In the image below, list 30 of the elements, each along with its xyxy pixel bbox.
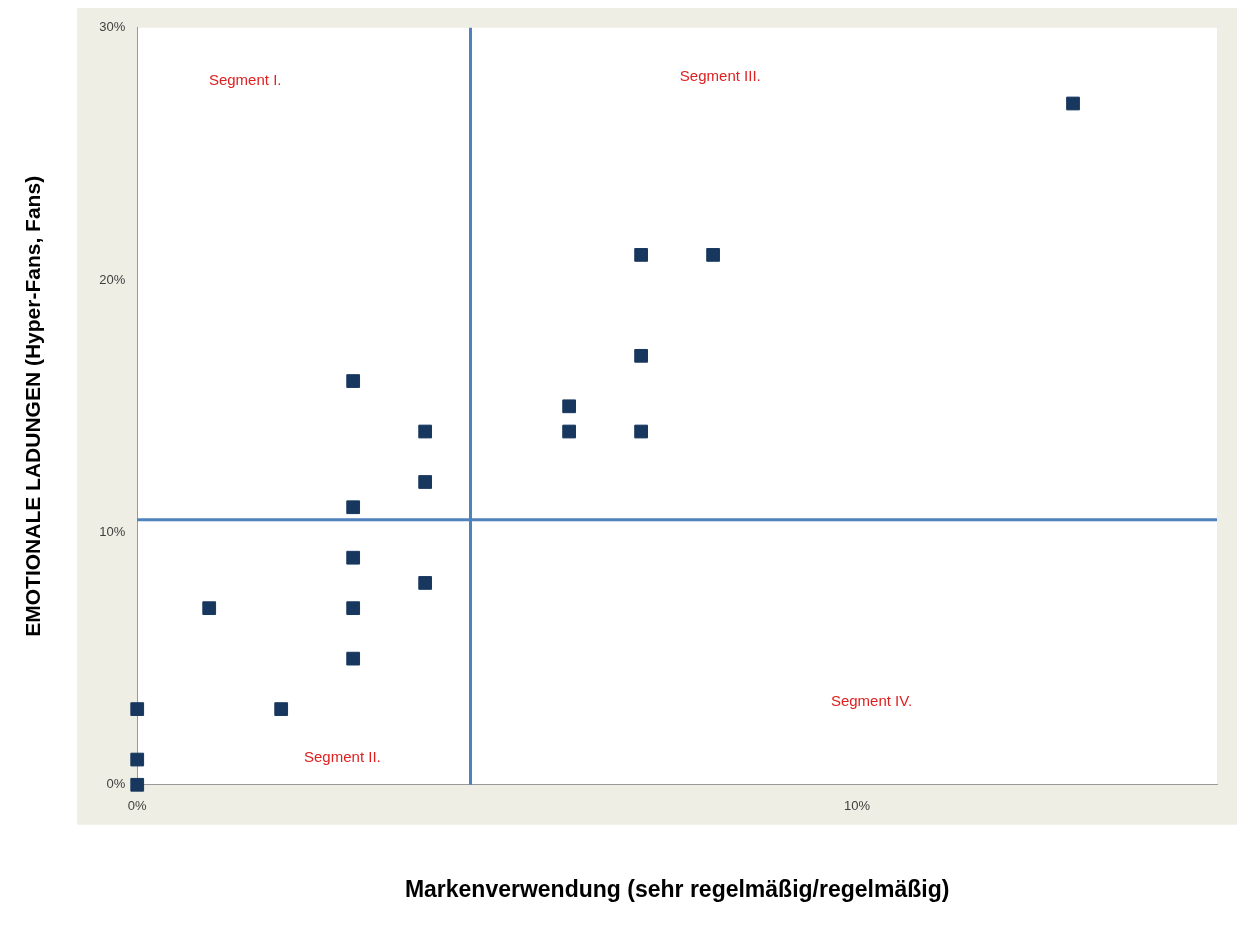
point [1066, 96, 1080, 111]
point [634, 424, 648, 439]
y-tick-label: 30% [99, 19, 126, 35]
point [274, 702, 289, 716]
y-axis-title: EMOTIONALE LADUNGEN (Hyper-Fans, Fans) [21, 175, 45, 637]
point [346, 651, 361, 666]
point [130, 777, 145, 792]
point [418, 475, 433, 489]
annotation: Segment IV. [830, 691, 913, 709]
point [130, 702, 145, 716]
point [562, 424, 576, 439]
point [346, 550, 361, 565]
point [562, 399, 576, 414]
point [346, 500, 361, 515]
point [346, 374, 361, 388]
annotation: Segment II. [304, 748, 381, 766]
point [202, 601, 217, 616]
y-tick-label: 0% [106, 776, 126, 792]
point [418, 424, 433, 439]
y-tick-label: 20% [99, 271, 126, 287]
point [346, 601, 361, 616]
y-tick-label: 10% [99, 524, 126, 540]
point [418, 576, 433, 590]
point [706, 248, 720, 262]
annotation: Segment I. [208, 70, 282, 88]
x-axis-title: Markenverwendung (sehr regelmäßig/regelmäßig) [404, 875, 950, 902]
point [634, 248, 648, 262]
point [634, 348, 648, 363]
annotation: Segment III. [679, 67, 761, 85]
point [130, 752, 145, 767]
